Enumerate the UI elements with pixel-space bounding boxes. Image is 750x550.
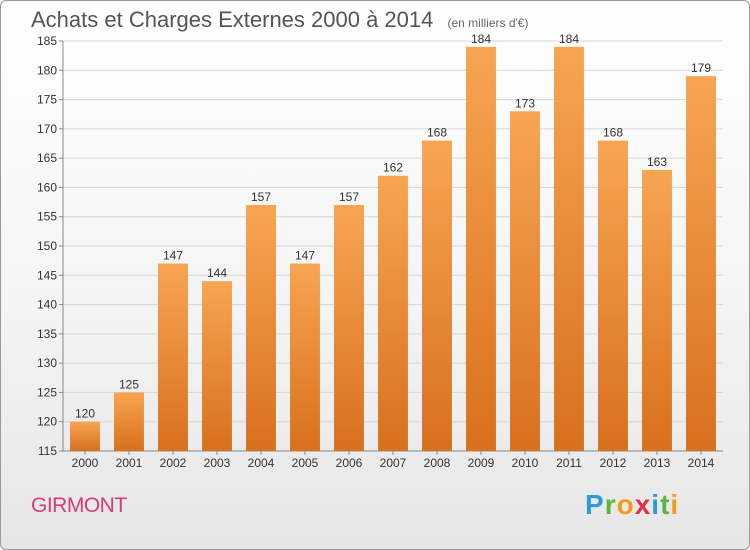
x-tick-label-2005: 2005 bbox=[292, 456, 319, 470]
data-label-2009: 184 bbox=[471, 32, 491, 46]
logo-letter: i bbox=[670, 489, 680, 520]
bar-2008 bbox=[422, 140, 452, 452]
y-tick-label: 175 bbox=[37, 93, 57, 107]
x-tick-label-2002: 2002 bbox=[160, 456, 187, 470]
bar-2013 bbox=[642, 169, 672, 451]
y-tick-label: 115 bbox=[38, 444, 57, 458]
logo-letter: i bbox=[651, 489, 661, 520]
bar-2014 bbox=[686, 76, 716, 452]
y-tick-label: 180 bbox=[37, 63, 57, 77]
data-label-2001: 125 bbox=[119, 377, 139, 391]
bar-2012 bbox=[598, 140, 628, 452]
bar-2001 bbox=[114, 392, 144, 451]
commune-name: GIRMONT bbox=[31, 494, 127, 517]
logo-letter: t bbox=[660, 489, 671, 520]
logo-letter: P bbox=[585, 489, 605, 520]
bar-2002 bbox=[158, 263, 188, 451]
y-tick-label: 120 bbox=[37, 415, 57, 429]
bar-2004 bbox=[246, 205, 276, 451]
x-tick-label-2008: 2008 bbox=[424, 456, 451, 470]
data-label-2005: 147 bbox=[295, 249, 315, 263]
y-tick-label: 170 bbox=[37, 122, 57, 136]
x-tick-label-2006: 2006 bbox=[336, 456, 363, 470]
x-tick-label-2010: 2010 bbox=[512, 456, 539, 470]
y-tick-label: 125 bbox=[37, 385, 57, 399]
proxiti-logo: Proxiti bbox=[585, 489, 679, 521]
chart-title: Achats et Charges Externes 2000 à 2014 bbox=[31, 7, 434, 32]
bar-2000 bbox=[70, 421, 100, 451]
x-tick-label-2003: 2003 bbox=[204, 456, 231, 470]
x-tick-label-2000: 2000 bbox=[72, 456, 99, 470]
x-tick-label-2001: 2001 bbox=[116, 456, 143, 470]
data-label-2010: 173 bbox=[515, 96, 535, 110]
y-tick-label: 150 bbox=[37, 239, 57, 253]
x-tick-label-2009: 2009 bbox=[468, 456, 495, 470]
data-label-2011: 184 bbox=[559, 32, 579, 46]
logo-letter: x bbox=[634, 489, 652, 520]
x-tick-label-2011: 2011 bbox=[556, 456, 582, 470]
data-label-2003: 144 bbox=[207, 266, 227, 280]
data-label-2013: 163 bbox=[647, 155, 667, 169]
data-label-2012: 168 bbox=[603, 126, 623, 140]
bar-2003 bbox=[202, 281, 232, 451]
y-tick-label: 165 bbox=[37, 151, 57, 165]
bar-2010 bbox=[510, 111, 540, 452]
data-label-2004: 157 bbox=[251, 190, 271, 204]
data-label-2007: 162 bbox=[383, 161, 403, 175]
y-tick-label: 160 bbox=[37, 180, 57, 194]
y-tick-label: 135 bbox=[37, 327, 57, 341]
y-tick-label: 130 bbox=[37, 356, 57, 370]
chart-title-line: Achats et Charges Externes 2000 à 2014 (… bbox=[31, 7, 528, 33]
data-label-2014: 179 bbox=[691, 61, 711, 75]
x-tick-label-2004: 2004 bbox=[248, 456, 275, 470]
logo-letter: r bbox=[604, 489, 617, 520]
data-label-2006: 157 bbox=[339, 190, 359, 204]
y-tick-label: 145 bbox=[37, 268, 57, 282]
bar-2007 bbox=[378, 175, 408, 451]
data-label-2002: 147 bbox=[163, 249, 183, 263]
bar-2011 bbox=[554, 46, 584, 451]
x-tick-label-2007: 2007 bbox=[380, 456, 407, 470]
x-tick-label-2013: 2013 bbox=[644, 456, 671, 470]
bar-2005 bbox=[290, 263, 320, 451]
x-tick-label-2012: 2012 bbox=[600, 456, 627, 470]
bar-2006 bbox=[334, 205, 364, 451]
x-tick-label-2014: 2014 bbox=[688, 456, 715, 470]
y-tick-label: 185 bbox=[37, 34, 57, 48]
logo-letter: o bbox=[616, 489, 635, 520]
bar-2009 bbox=[466, 46, 496, 451]
chart-subtitle: (en milliers d'€) bbox=[447, 16, 529, 30]
y-tick-label: 155 bbox=[37, 210, 57, 224]
data-label-2000: 120 bbox=[75, 407, 95, 421]
y-tick-label: 140 bbox=[37, 298, 57, 312]
data-label-2008: 168 bbox=[427, 126, 447, 140]
